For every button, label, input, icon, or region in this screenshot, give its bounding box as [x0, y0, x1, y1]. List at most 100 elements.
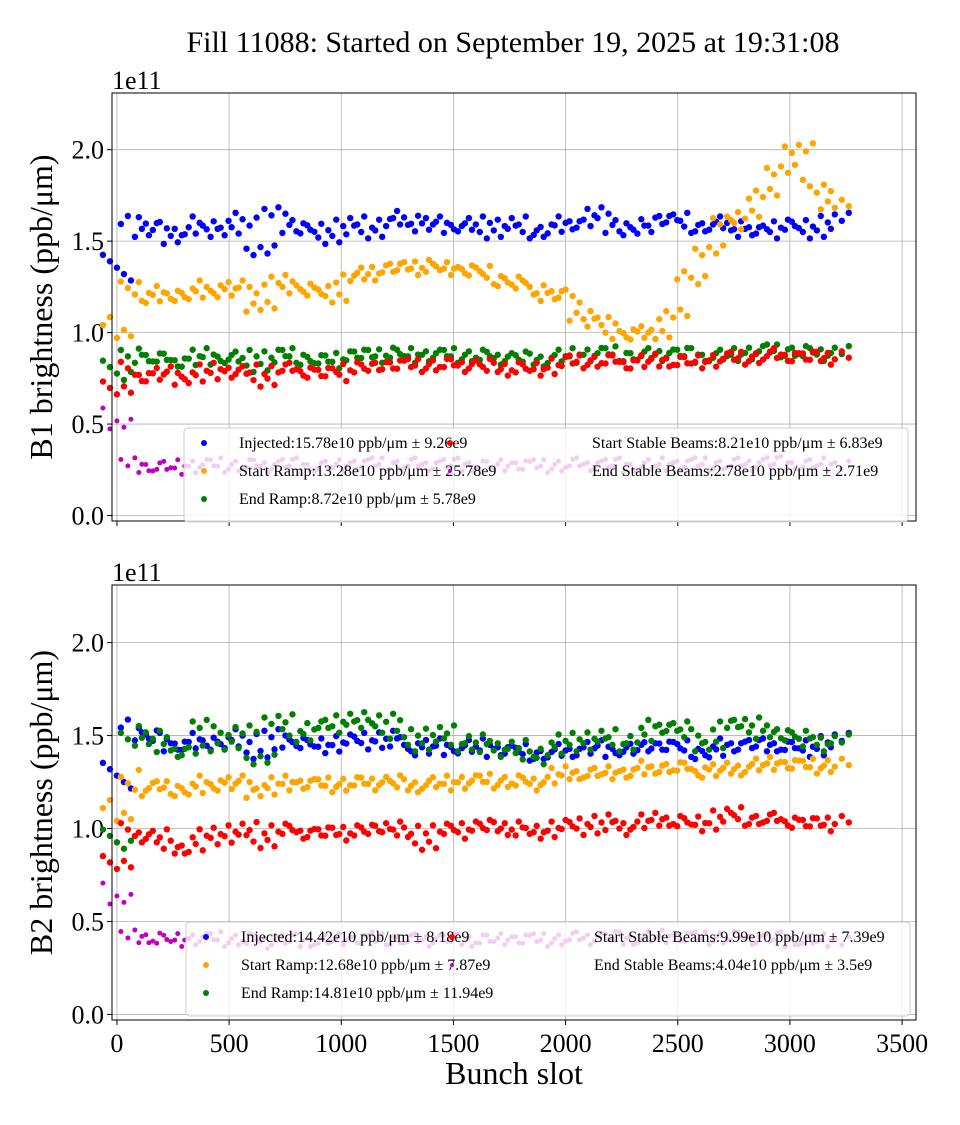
- data-point: [544, 752, 551, 759]
- data-point: [289, 344, 296, 352]
- data-point: [490, 818, 498, 826]
- data-point: [386, 825, 394, 833]
- data-point: [192, 745, 199, 752]
- data-point: [548, 288, 555, 295]
- data-point: [486, 355, 494, 363]
- data-point: [350, 348, 358, 355]
- data-point: [120, 270, 128, 278]
- legend-marker: [203, 962, 209, 968]
- data-point: [378, 744, 386, 752]
- data-point: [443, 258, 451, 266]
- data-point: [602, 329, 609, 336]
- data-point: [663, 746, 670, 754]
- data-point: [555, 361, 562, 369]
- data-point: [282, 719, 289, 726]
- data-point: [350, 369, 358, 376]
- data-point: [357, 739, 365, 747]
- data-point: [576, 299, 583, 306]
- data-point: [124, 826, 132, 833]
- data-point: [806, 183, 814, 190]
- data-point: [163, 225, 171, 232]
- data-point: [781, 818, 789, 825]
- data-point: [494, 351, 501, 358]
- data-point: [127, 864, 135, 871]
- data-point: [429, 774, 437, 781]
- data-point: [817, 822, 824, 829]
- data-point: [702, 272, 709, 280]
- data-point: [315, 743, 322, 750]
- data-point: [275, 712, 282, 720]
- data-point: [447, 271, 455, 279]
- data-point: [634, 230, 641, 237]
- data-point: [620, 820, 627, 827]
- data-point: [569, 292, 576, 300]
- data-point: [340, 823, 347, 831]
- data-point: [831, 820, 838, 828]
- data-point: [253, 361, 260, 368]
- data-point: [734, 208, 742, 216]
- data-point: [264, 298, 271, 306]
- data-point: [400, 776, 408, 783]
- data-point: [674, 822, 681, 830]
- data-point: [261, 370, 268, 378]
- data-point: [727, 717, 735, 724]
- data-point: [207, 287, 214, 294]
- data-point: [393, 784, 401, 791]
- data-point: [817, 734, 824, 741]
- data-point: [691, 821, 699, 829]
- data-point: [483, 274, 491, 281]
- data-point: [386, 743, 394, 750]
- data-point: [307, 280, 314, 287]
- data-point: [113, 865, 121, 873]
- data-point: [304, 783, 311, 791]
- data-point: [609, 775, 616, 783]
- data-point: [670, 314, 677, 321]
- data-point: [189, 718, 196, 725]
- data-point: [824, 740, 831, 748]
- data-point: [580, 216, 587, 223]
- data-point: [698, 365, 706, 372]
- data-point: [461, 785, 469, 792]
- data-point: [279, 367, 286, 374]
- data-point: [113, 334, 121, 342]
- data-point: [322, 292, 329, 300]
- data-point: [243, 308, 250, 315]
- data-point: [178, 373, 185, 380]
- data-point: [716, 813, 724, 821]
- data-point: [138, 792, 146, 800]
- data-point: [691, 748, 699, 755]
- data-point: [443, 772, 451, 779]
- data-point: [719, 818, 727, 825]
- data-point: [634, 818, 641, 825]
- y-multiplier: 1e11: [112, 66, 162, 95]
- data-point: [515, 744, 522, 752]
- data-point: [716, 718, 724, 725]
- data-point: [656, 315, 663, 323]
- data-point: [712, 363, 720, 370]
- data-point: [712, 250, 720, 257]
- data-point: [150, 938, 156, 944]
- data-point: [838, 755, 845, 762]
- data-point: [788, 738, 796, 746]
- data-point: [648, 228, 655, 236]
- data-point: [228, 224, 235, 231]
- data-point: [759, 193, 767, 201]
- data-point: [705, 754, 713, 761]
- data-point: [602, 753, 609, 761]
- data-point: [587, 307, 594, 315]
- data-point: [838, 348, 845, 355]
- data-point: [382, 773, 390, 781]
- data-point: [648, 737, 655, 745]
- data-point: [178, 289, 185, 297]
- data-point: [167, 837, 174, 844]
- data-point: [809, 755, 817, 763]
- data-point: [368, 224, 376, 231]
- data-point: [845, 761, 852, 769]
- data-point: [548, 221, 555, 228]
- data-point: [261, 830, 268, 837]
- data-point: [357, 774, 365, 781]
- data-point: [368, 263, 376, 271]
- data-point: [638, 757, 645, 764]
- data-point: [185, 355, 192, 362]
- data-point: [763, 226, 771, 233]
